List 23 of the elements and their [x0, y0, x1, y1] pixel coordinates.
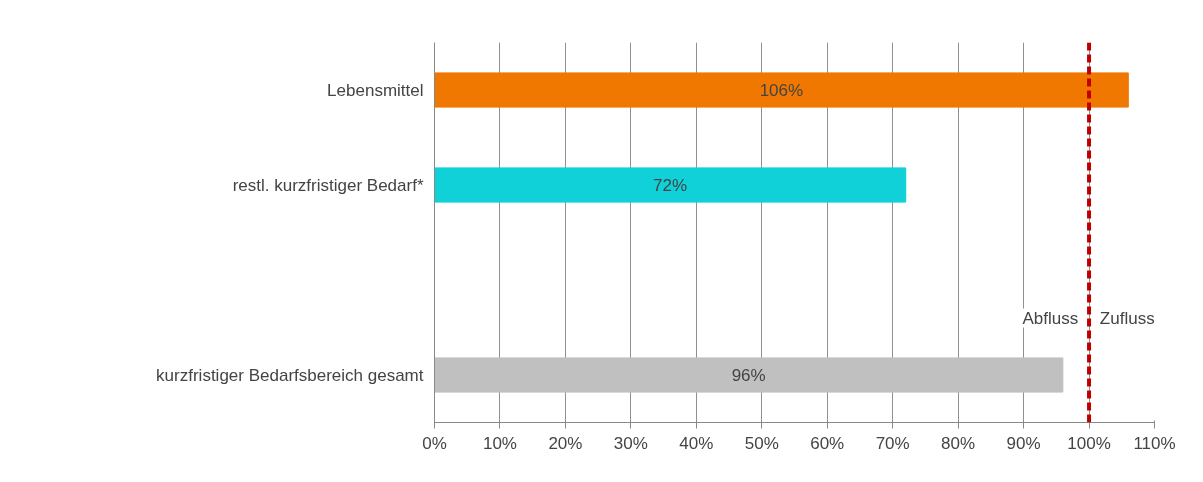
annotation: Abfluss	[1022, 308, 1079, 328]
x-tick-label: 90%	[1006, 433, 1041, 453]
x-tick-label: 0%	[422, 433, 447, 453]
data-label: 72%	[653, 175, 688, 195]
bar	[434, 167, 907, 203]
x-tick-label: 80%	[941, 433, 976, 453]
bar	[434, 72, 1129, 108]
x-tick-label: 70%	[875, 433, 910, 453]
x-tick-label: 100%	[1067, 433, 1111, 453]
x-tick-label: 40%	[679, 433, 714, 453]
data-label: 96%	[731, 365, 766, 385]
x-tick-label: 60%	[810, 433, 845, 453]
bar	[434, 357, 1064, 393]
annotation: Zufluss	[1099, 308, 1155, 328]
x-tick-label: 10%	[482, 433, 517, 453]
x-tick-label: 20%	[548, 433, 583, 453]
y-tick-label: restl. kurzfristiger Bedarf*	[232, 175, 424, 195]
data-label: 106%	[759, 80, 804, 100]
x-tick-label: 50%	[744, 433, 779, 453]
y-tick-label: Lebensmittel	[327, 80, 424, 100]
y-tick-label: kurzfristiger Bedarfsbereich gesamt	[156, 365, 424, 385]
x-tick-label: 110%	[1133, 433, 1176, 453]
x-tick-label: 30%	[613, 433, 648, 453]
